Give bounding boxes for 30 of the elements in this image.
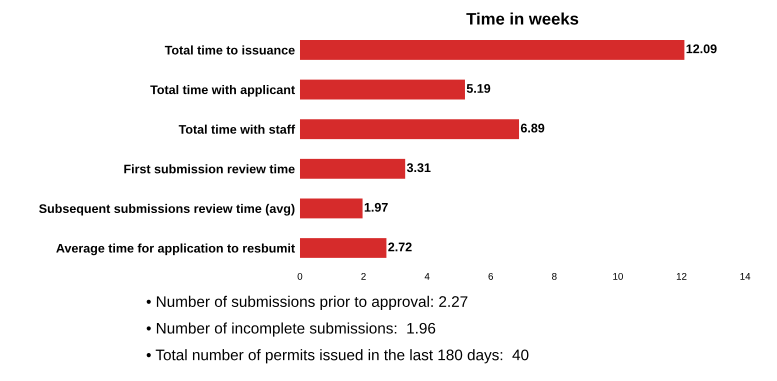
- chart-title: Time in weeks: [466, 12, 578, 25]
- bar: [300, 119, 520, 140]
- x-tick-label: 8: [552, 272, 557, 280]
- x-tick-label: 10: [613, 272, 623, 280]
- data-label: 5.19: [466, 84, 490, 93]
- x-tick-label: 12: [676, 272, 686, 280]
- y-tick-label: Total time with staff: [178, 124, 296, 134]
- x-tick-label: 4: [424, 273, 430, 280]
- data-label: 6.89: [520, 124, 544, 133]
- data-label: 3.31: [406, 163, 431, 172]
- x-tick-label: 6: [488, 272, 494, 280]
- data-label: 12.09: [686, 44, 717, 54]
- x-tick-label: 14: [740, 273, 750, 280]
- bar: [300, 158, 406, 179]
- bar: [300, 80, 465, 100]
- y-tick-label: Total time to issuance: [164, 45, 295, 55]
- x-tick-label: 0: [298, 272, 302, 280]
- y-tick-label: Subsequent submissions review time (avg): [39, 204, 294, 216]
- y-tick-label: Average time for application to resbumit: [56, 244, 295, 256]
- y-tick-label: First submission review time: [124, 164, 295, 174]
- data-label: 1.97: [364, 202, 388, 212]
- text: • Number of submissions prior to approval: 2.27: [146, 296, 468, 310]
- bar: [300, 198, 363, 218]
- text: • Number of incomplete submissions: 1.96: [146, 322, 436, 337]
- bar: [300, 40, 684, 60]
- text: • Total number of permits issued in the last 180 days: 40: [146, 349, 528, 364]
- data-label: 2.72: [388, 242, 412, 252]
- x-tick-label: 2: [361, 272, 366, 280]
- bar: [300, 238, 386, 258]
- y-tick-label: Total time with applicant: [150, 85, 295, 97]
